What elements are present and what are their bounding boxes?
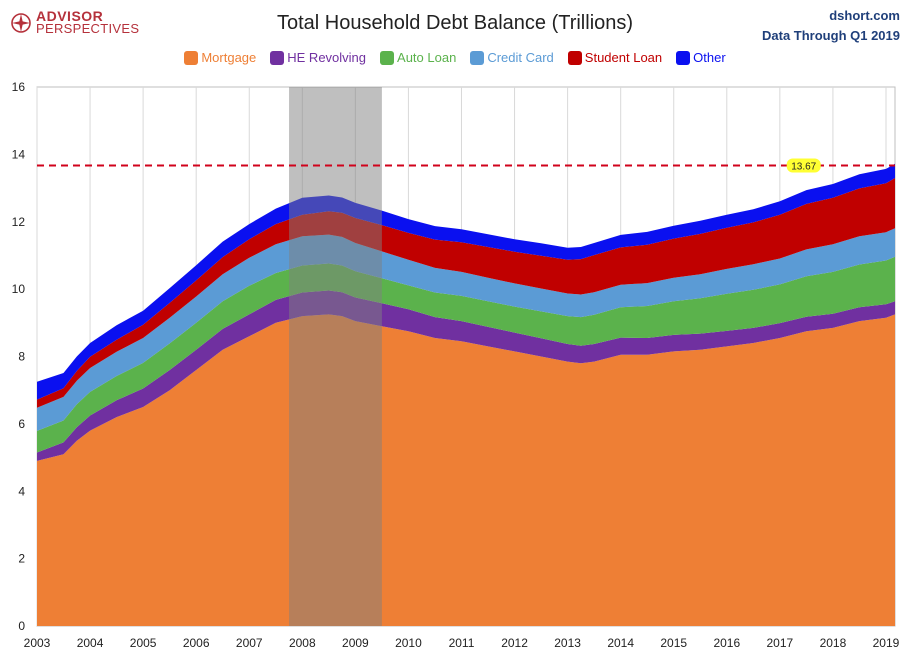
legend-swatch: [270, 50, 285, 65]
legend-item-mortgage: Mortgage: [184, 50, 256, 65]
x-tick-label: 2009: [342, 636, 369, 650]
y-tick-label: 2: [18, 552, 25, 566]
legend-swatch: [567, 50, 582, 65]
source-site: dshort.com: [829, 8, 900, 23]
x-tick-label: 2010: [395, 636, 422, 650]
logo-text-line2: PERSPECTIVES: [36, 21, 140, 36]
legend-item-student-loan: Student Loan: [567, 50, 663, 65]
x-tick-label: 2019: [873, 636, 900, 650]
legend-label: Student Loan: [584, 50, 663, 65]
x-tick-label: 2007: [236, 636, 263, 650]
data-through-label: Data Through Q1 2019: [762, 28, 900, 43]
x-tick-label: 2017: [767, 636, 794, 650]
reference-label: 13.67: [791, 161, 816, 172]
x-tick-label: 2012: [501, 636, 528, 650]
x-tick-label: 2015: [660, 636, 687, 650]
legend-label: Mortgage: [201, 50, 257, 65]
y-tick-label: 0: [18, 619, 25, 633]
legend-item-other: Other: [676, 50, 726, 65]
source-info: dshort.com Data Through Q1 2019: [762, 6, 900, 46]
recession-band: [289, 87, 382, 626]
x-tick-label: 2018: [820, 636, 847, 650]
legend-label: Auto Loan: [397, 50, 457, 65]
chart-legend: Mortgage HE Revolving Auto Loan Credit Card…: [0, 50, 910, 65]
legend-swatch: [184, 50, 199, 65]
legend-label: HE Revolving: [287, 50, 367, 65]
area-he-revolving: [37, 290, 895, 461]
x-tick-label: 2008: [289, 636, 316, 650]
legend-swatch: [470, 50, 485, 65]
x-tick-label: 2005: [130, 636, 157, 650]
y-tick-label: 10: [12, 282, 26, 296]
y-tick-label: 16: [12, 80, 26, 94]
y-tick-label: 12: [12, 215, 26, 229]
area-auto-loan: [37, 256, 895, 453]
x-tick-label: 2004: [77, 636, 104, 650]
x-tick-label: 2016: [713, 636, 740, 650]
y-tick-label: 4: [18, 484, 25, 498]
x-tick-label: 2003: [24, 636, 51, 650]
x-tick-label: 2014: [607, 636, 634, 650]
y-tick-label: 8: [18, 350, 25, 364]
x-tick-label: 2006: [183, 636, 210, 650]
logo-text-line1: ADVISOR: [36, 8, 104, 24]
y-tick-label: 6: [18, 417, 25, 431]
legend-item-auto-loan: Auto Loan: [380, 50, 456, 65]
compass-logo-icon: [11, 12, 31, 33]
reference-label-bg: [786, 158, 821, 173]
x-tick-label: 2013: [554, 636, 581, 650]
chart-title: Total Household Debt Balance (Trillions): [276, 12, 634, 34]
legend-item-he-revolving: HE Revolving: [270, 50, 366, 65]
legend-item-credit-card: Credit Card: [470, 50, 554, 65]
area-mortgage: [37, 314, 895, 626]
area-credit-card: [37, 228, 895, 431]
legend-swatch: [676, 50, 691, 65]
legend-label: Credit Card: [487, 50, 554, 65]
y-tick-label: 14: [12, 147, 26, 161]
x-tick-label: 2011: [449, 636, 475, 650]
legend-swatch: [380, 50, 395, 65]
brand-logo: ADVISOR PERSPECTIVES: [10, 8, 140, 36]
legend-label: Other: [693, 50, 726, 65]
